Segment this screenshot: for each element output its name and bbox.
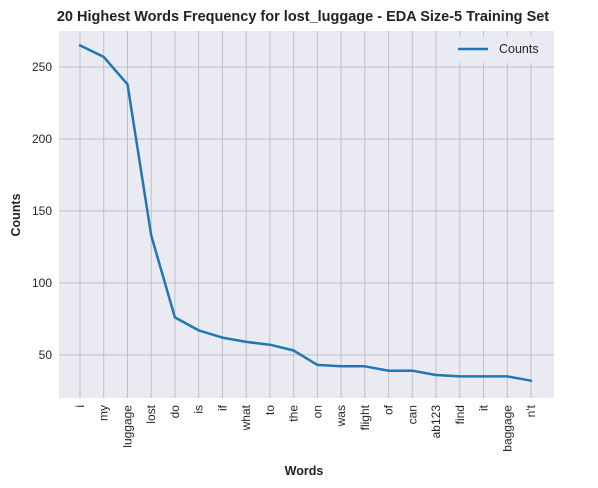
x-tick-label: n't bbox=[524, 404, 538, 417]
x-tick-label: my bbox=[97, 405, 111, 421]
x-tick-label: of bbox=[382, 404, 396, 415]
y-tick-label: 150 bbox=[32, 204, 52, 218]
x-tick-label: it bbox=[477, 404, 491, 411]
x-tick-label: was bbox=[334, 405, 348, 427]
x-tick-label: if bbox=[215, 404, 229, 411]
x-tick-label: on bbox=[310, 405, 324, 418]
x-tick-label: what bbox=[239, 404, 253, 431]
x-tick-label: baggage bbox=[500, 405, 514, 452]
y-tick-label: 250 bbox=[32, 60, 52, 74]
x-axis-label: Words bbox=[285, 464, 324, 478]
x-tick-label: find bbox=[453, 405, 467, 424]
x-tick-label: to bbox=[263, 405, 277, 415]
y-tick-label: 200 bbox=[32, 132, 52, 146]
y-axis-ticks: 50 100 150 200 250 bbox=[32, 60, 52, 362]
legend: Counts bbox=[450, 37, 548, 63]
x-tick-label: i bbox=[73, 405, 87, 408]
x-tick-label: is bbox=[192, 405, 206, 414]
x-tick-label: the bbox=[287, 405, 301, 422]
grid-lines bbox=[59, 31, 554, 398]
chart-title: 20 Highest Words Frequency for lost_lugg… bbox=[57, 9, 549, 25]
x-tick-label: do bbox=[168, 405, 182, 419]
x-axis-ticks: i my luggage lost do is if what to the on was flight… bbox=[73, 404, 538, 451]
series-line-counts bbox=[78, 44, 533, 382]
y-tick-label: 50 bbox=[39, 348, 53, 362]
x-tick-label: luggage bbox=[120, 405, 134, 448]
x-tick-label: flight bbox=[358, 404, 372, 430]
x-tick-label: can bbox=[405, 405, 419, 424]
plot-area bbox=[59, 31, 554, 398]
y-tick-label: 100 bbox=[32, 276, 52, 290]
series-group bbox=[78, 44, 533, 382]
legend-label: Counts bbox=[499, 42, 539, 56]
y-axis-label: Counts bbox=[9, 193, 23, 236]
x-tick-label: lost bbox=[144, 404, 158, 423]
x-tick-label: ab123 bbox=[429, 405, 443, 439]
